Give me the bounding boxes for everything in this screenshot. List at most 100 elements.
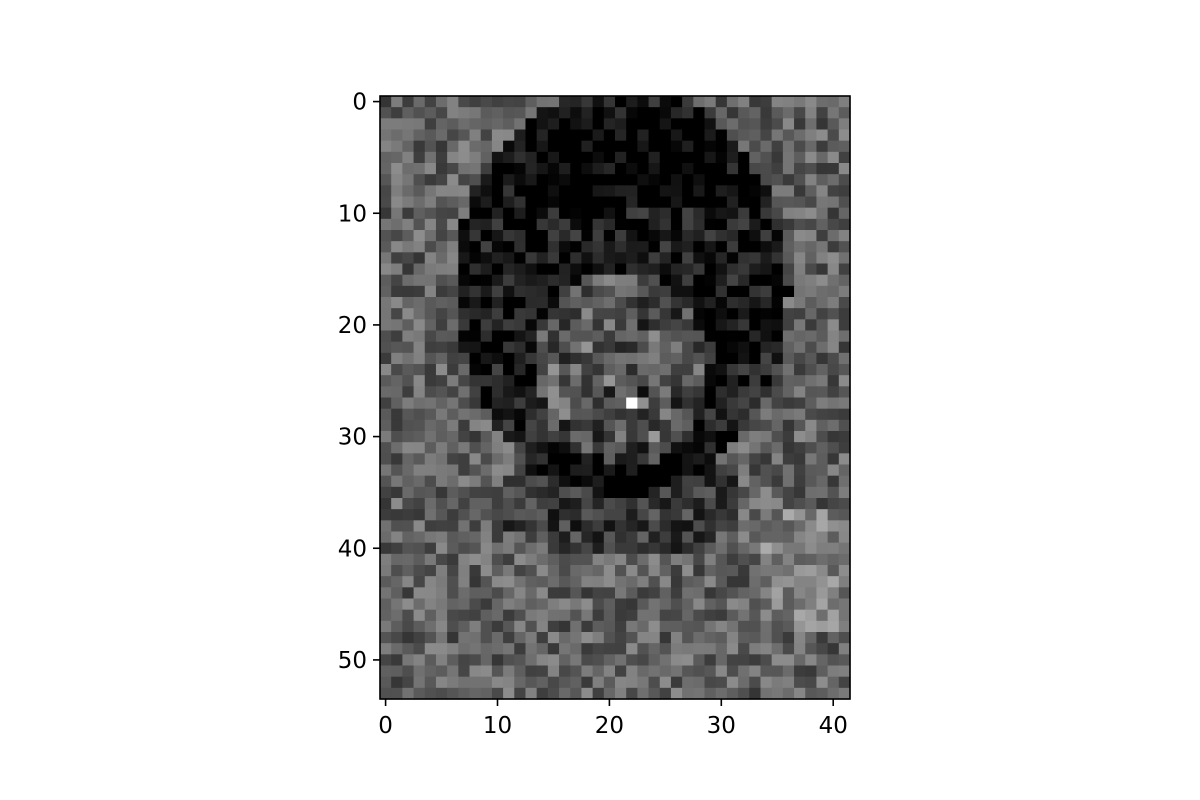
heatmap-cell	[715, 620, 728, 633]
heatmap-cell	[704, 252, 717, 265]
heatmap-cell	[536, 553, 549, 566]
heatmap-cell	[704, 364, 717, 376]
heatmap-cell	[413, 520, 426, 533]
heatmap-cell	[525, 464, 538, 477]
heatmap-cell	[480, 397, 493, 410]
heatmap-cell	[782, 230, 795, 242]
y-tick-label: 0	[352, 90, 367, 116]
heatmap-cell	[491, 442, 504, 454]
heatmap-cell	[693, 687, 706, 700]
heatmap-cell	[827, 442, 840, 454]
heatmap-cell	[424, 151, 437, 164]
heatmap-cell	[458, 520, 471, 533]
heatmap-cell	[838, 643, 851, 655]
heatmap-cell	[603, 587, 616, 600]
heatmap-cell	[525, 475, 538, 488]
heatmap-cell	[570, 129, 583, 142]
heatmap-cell	[435, 352, 448, 365]
heatmap-cell	[447, 576, 459, 588]
heatmap-cell	[525, 620, 538, 633]
heatmap-cell	[447, 207, 459, 220]
heatmap-cell	[838, 442, 851, 454]
heatmap-cell	[738, 665, 750, 678]
heatmap-cell	[782, 498, 795, 510]
heatmap-cell	[458, 565, 471, 577]
heatmap-cell	[648, 419, 661, 432]
heatmap-cell	[581, 576, 594, 588]
heatmap-cell	[514, 352, 527, 365]
heatmap-cell	[570, 163, 583, 175]
heatmap-cell	[592, 576, 605, 588]
heatmap-cell	[402, 687, 415, 700]
heatmap-cell	[659, 632, 672, 644]
heatmap-cell	[469, 330, 482, 343]
heatmap-cell	[402, 676, 415, 689]
heatmap-cell	[693, 375, 706, 387]
heatmap-cell	[749, 676, 762, 689]
heatmap-cell	[648, 207, 661, 220]
heatmap-cell	[659, 665, 672, 678]
heatmap-cell	[659, 397, 672, 410]
heatmap-cell	[592, 151, 605, 164]
heatmap-cell	[726, 565, 739, 577]
heatmap-cell	[413, 565, 426, 577]
heatmap-cell	[469, 297, 482, 309]
heatmap-cell	[682, 475, 694, 488]
heatmap-cell	[435, 687, 448, 700]
heatmap-cell	[603, 520, 616, 533]
heatmap-cell	[682, 252, 694, 265]
heatmap-cell	[603, 96, 616, 108]
heatmap-cell	[615, 151, 627, 164]
heatmap-cell	[738, 542, 750, 555]
heatmap-cell	[659, 196, 672, 209]
heatmap-cell	[514, 587, 527, 600]
heatmap-cell	[615, 442, 627, 454]
heatmap-cell	[581, 230, 594, 242]
heatmap-cell	[559, 140, 571, 153]
heatmap-cell	[503, 263, 515, 276]
heatmap-cell	[659, 230, 672, 242]
heatmap-cell	[626, 375, 638, 387]
heatmap-cell	[794, 252, 806, 265]
heatmap-cell	[827, 330, 840, 343]
heatmap-cell	[592, 140, 605, 153]
heatmap-cell	[447, 520, 459, 533]
heatmap-cell	[559, 419, 571, 432]
heatmap-cell	[670, 687, 683, 700]
heatmap-cell	[603, 151, 616, 164]
heatmap-cell	[491, 609, 504, 622]
heatmap-cell	[458, 654, 471, 667]
heatmap-cell	[615, 319, 627, 332]
heatmap-cell	[771, 531, 784, 544]
heatmap-cell	[615, 531, 627, 544]
heatmap-cell	[547, 140, 560, 153]
heatmap-cell	[413, 687, 426, 700]
heatmap-cell	[626, 107, 638, 119]
heatmap-cell	[536, 174, 549, 186]
heatmap-cell	[391, 129, 403, 142]
heatmap-cell	[726, 319, 739, 332]
heatmap-cell	[704, 509, 717, 521]
heatmap-cell	[525, 553, 538, 566]
heatmap-cell	[424, 107, 437, 119]
heatmap-cell	[491, 285, 504, 298]
heatmap-cell	[536, 431, 549, 443]
heatmap-cell	[726, 252, 739, 265]
heatmap-cell	[738, 676, 750, 689]
heatmap-cell	[626, 520, 638, 533]
heatmap-cell	[816, 498, 829, 510]
heatmap-cell	[827, 364, 840, 376]
heatmap-cell	[503, 252, 515, 265]
heatmap-cell	[581, 397, 594, 410]
heatmap-cell	[682, 553, 694, 566]
heatmap-cell	[771, 408, 784, 421]
heatmap-cell	[637, 553, 650, 566]
heatmap-cell	[514, 107, 527, 119]
heatmap-cell	[704, 241, 717, 253]
heatmap-cell	[715, 565, 728, 577]
heatmap-cell	[648, 297, 661, 309]
heatmap-cell	[615, 419, 627, 432]
heatmap-cell	[637, 185, 650, 198]
heatmap-cell	[458, 308, 471, 320]
heatmap-cell	[738, 475, 750, 488]
